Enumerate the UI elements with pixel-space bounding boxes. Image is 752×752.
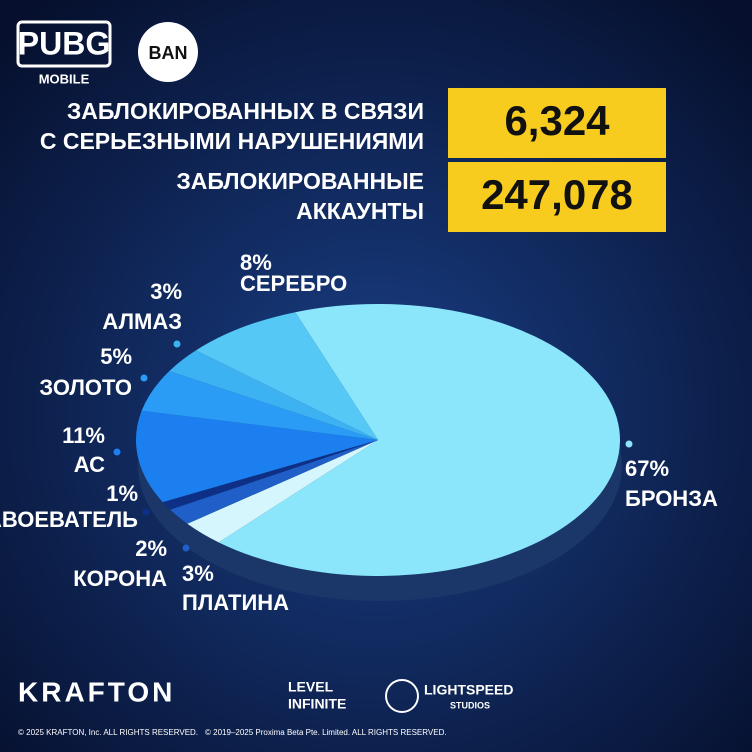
brand: LEVEL	[288, 679, 334, 695]
slice-label: БРОНЗА	[625, 486, 718, 511]
copyright: © 2025 KRAFTON, Inc. ALL RIGHTS RESERVED…	[18, 728, 198, 737]
pie-slice	[187, 440, 378, 543]
slice-percent: 11%	[62, 423, 105, 448]
slice-percent: 3%	[150, 279, 182, 304]
slice-percent: 1%	[106, 481, 138, 506]
brand: LIGHTSPEED	[424, 682, 513, 698]
label-dot	[173, 340, 181, 348]
slice-percent: 2%	[135, 536, 167, 561]
pie-slice	[169, 350, 378, 440]
row-label: ЗАБЛОКИРОВАННЫХ В СВЯЗИ	[67, 98, 424, 124]
label-dot	[113, 448, 121, 456]
slice-label: СЕРЕБРО	[240, 271, 347, 296]
badge-circle	[138, 22, 198, 82]
slice-label: ПЛАТИНА	[182, 590, 289, 615]
logo-sub: MOBILE	[39, 71, 90, 86]
label-dot	[142, 508, 150, 516]
badge: BAN	[149, 43, 188, 63]
slice-label: КОРОНА	[73, 566, 167, 591]
row-label: С СЕРЬЕЗНЫМИ НАРУШЕНИЯМИ	[40, 128, 424, 154]
label-dot	[140, 374, 148, 382]
slice-label: АЛМАЗ	[102, 309, 182, 334]
logo-frame	[16, 20, 112, 68]
value-box	[448, 88, 666, 158]
brand-icon	[385, 679, 419, 713]
brand: STUDIOS	[450, 700, 490, 710]
pie-slice	[136, 410, 378, 503]
logo: PUBG	[18, 25, 110, 61]
copyright: © 2019–2025 Proxima Beta Pte. Limited. A…	[205, 728, 447, 737]
slice-label: ЗАВОЕВАТЕЛЬ	[0, 507, 138, 532]
row-value: 6,324	[504, 97, 610, 144]
slice-percent: 3%	[182, 561, 214, 586]
row-label: ЗАБЛОКИРОВАННЫЕ	[176, 168, 424, 194]
pie-slice	[195, 312, 378, 440]
pie-slice	[218, 304, 620, 576]
pie-slice	[141, 371, 378, 440]
brand: INFINITE	[288, 696, 346, 712]
pie-slice	[162, 440, 378, 510]
slice-percent: 5%	[100, 344, 132, 369]
label-dot	[182, 544, 190, 552]
row-value: 247,078	[481, 171, 633, 218]
pie-slice	[170, 440, 378, 524]
slice-label: АС	[74, 452, 105, 477]
value-box	[448, 162, 666, 232]
label-dot	[625, 440, 633, 448]
slice-percent: 8%	[240, 250, 272, 275]
slice-percent: 67%	[625, 456, 669, 481]
row-label: АККАУНТЫ	[296, 198, 424, 224]
slice-label: ЗОЛОТО	[39, 375, 132, 400]
brand: KRAFTON	[18, 676, 175, 707]
